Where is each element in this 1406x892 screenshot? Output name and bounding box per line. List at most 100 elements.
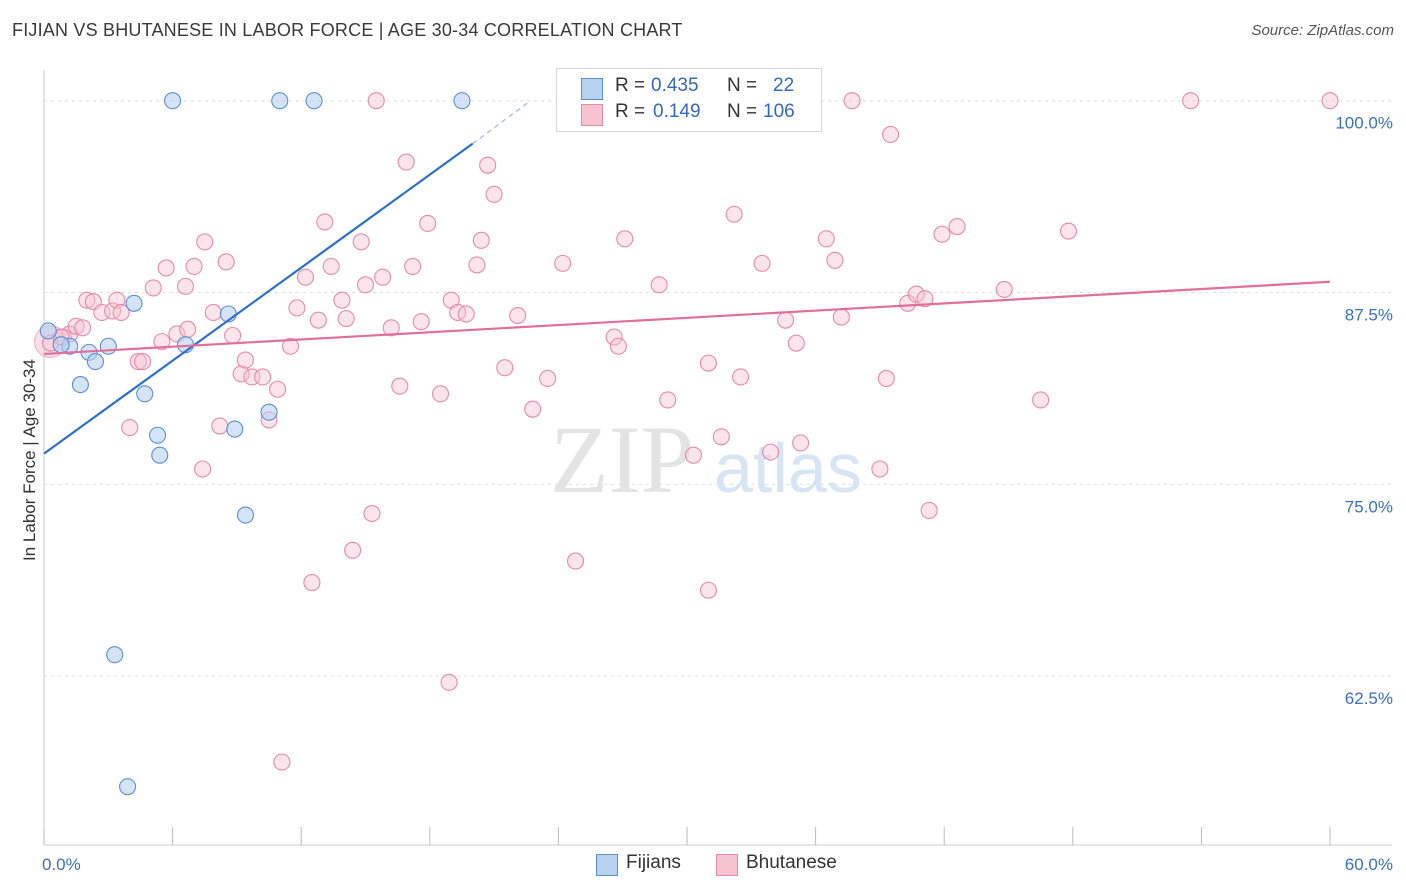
watermark-atlas: atlas: [714, 429, 862, 507]
bhutanese-point: [684, 446, 702, 464]
bhutanese-point: [699, 354, 717, 372]
fijian-point: [453, 92, 471, 110]
legend-r-label: R =: [615, 75, 646, 96]
bhutanese-point: [843, 92, 861, 110]
bhutanese-point: [725, 205, 743, 223]
bhutanese-point: [948, 217, 966, 236]
fijian-point: [119, 778, 137, 796]
bhutanese-point: [787, 334, 805, 352]
bhutanese-point: [134, 353, 152, 371]
legend: R = 0.435 N = 22 R = 0.149 N = 106: [556, 68, 822, 132]
chart-source: Source: ZipAtlas.com: [1251, 22, 1394, 39]
bhutanese-point: [440, 673, 458, 691]
bhutanese-point: [509, 306, 527, 325]
bhutanese-point: [1032, 391, 1050, 409]
bhutanese-point: [281, 337, 300, 355]
fijian-point: [106, 646, 124, 664]
bhutanese-point: [659, 391, 677, 409]
bhutanese-point: [792, 434, 810, 452]
fijian-point: [271, 92, 289, 110]
fijian-point: [164, 92, 182, 110]
fijian-point: [136, 385, 154, 403]
fijian-point: [236, 506, 255, 524]
bhutanese-point: [104, 302, 122, 320]
bhutanese-point: [322, 257, 340, 275]
bhutanese-point: [217, 253, 235, 271]
y-axis-title: In Labor Force | Age 30-34: [20, 359, 39, 561]
watermark: ZIP atlas: [550, 406, 862, 513]
fijian-point: [125, 294, 143, 312]
fijian-point: [99, 337, 117, 355]
y-tick-label: 62.5%: [1345, 689, 1393, 708]
bhutanese-point: [129, 353, 147, 371]
bhutanese-point: [826, 251, 844, 269]
bhutanese-point: [412, 313, 430, 331]
bhutanese-point: [554, 254, 572, 272]
grid-layer: [44, 100, 1392, 677]
bhutanese-point: [356, 276, 375, 294]
legend-r-value: 0.149: [653, 101, 701, 122]
fijian-points: [39, 92, 471, 796]
bhutanese-point: [899, 294, 917, 312]
bhutanese-point: [397, 153, 415, 171]
axis-layer: [43, 70, 1392, 846]
fijian-point: [86, 353, 104, 371]
bhutanese-point: [303, 574, 321, 592]
bhutanese-point: [236, 351, 255, 369]
watermark-zip: ZIP: [550, 406, 694, 513]
bottom-legend-label-bhutanese: Bhutanese: [746, 852, 837, 873]
bhutanese-point: [367, 92, 385, 110]
legend-swatch-fijian: [581, 78, 603, 100]
bottom-legend-swatch-fijians: [596, 854, 618, 876]
bhutanese-point: [74, 319, 92, 337]
legend-swatch-bhutanese: [581, 104, 603, 126]
bottom-legend-swatch-bhutanese: [716, 854, 738, 876]
bhutanese-point: [616, 230, 634, 248]
trend-lines: [43, 100, 1331, 455]
bhutanese-point: [67, 317, 85, 335]
bhutanese-point: [309, 311, 327, 329]
bhutanese-point: [78, 291, 96, 309]
y-tick-label: 75.0%: [1345, 497, 1393, 516]
bhutanese-point: [933, 225, 951, 243]
bhutanese-point: [224, 326, 242, 345]
bhutanese-point: [157, 259, 175, 277]
bhutanese-point: [204, 303, 222, 322]
tick-labels: 100.0% 87.5% 75.0% 62.5% 0.0% 60.0%: [42, 114, 1393, 874]
bhutanese-point: [916, 290, 934, 308]
bhutanese-point: [288, 299, 306, 317]
bhutanese-point: [1059, 222, 1078, 240]
legend-n-value: 106: [763, 101, 795, 122]
bhutanese-points: [33, 92, 1339, 771]
legend-n-label: N =: [727, 75, 758, 96]
bhutanese-point: [269, 380, 287, 398]
bhutanese-point: [566, 552, 585, 570]
fijian-point: [151, 446, 169, 464]
bhutanese-point: [1182, 92, 1200, 110]
bhutanese-point: [144, 279, 162, 297]
bhutanese-point: [699, 581, 717, 599]
x-tick-label: 0.0%: [42, 855, 81, 874]
bhutanese-point: [449, 303, 467, 322]
bhutanese-point: [753, 254, 771, 272]
bhutanese-point: [391, 377, 409, 395]
bhutanese-point: [153, 333, 171, 351]
bhutanese-point: [485, 185, 503, 203]
bhutanese-point: [777, 311, 795, 329]
bhutanese-point: [650, 276, 668, 294]
bhutanese-trend-line: [43, 280, 1331, 356]
fijian-trend-line: [43, 142, 474, 455]
bhutanese-point: [382, 319, 400, 337]
bhutanese-point: [762, 443, 780, 461]
fijian-point: [226, 420, 244, 438]
bhutanese-point: [254, 368, 272, 386]
bhutanese-point: [877, 369, 895, 388]
bhutanese-point: [316, 213, 334, 231]
bhutanese-point: [457, 305, 475, 323]
bhutanese-point: [179, 320, 197, 338]
bhutanese-point: [468, 256, 486, 274]
fijian-point: [71, 376, 89, 394]
fijian-point: [52, 336, 70, 354]
bhutanese-point: [882, 125, 900, 144]
